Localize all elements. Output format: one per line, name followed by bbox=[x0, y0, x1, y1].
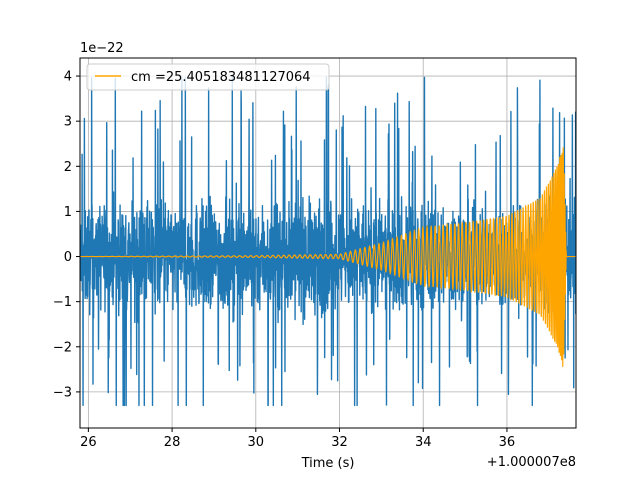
y-tick-label: 0 bbox=[64, 250, 72, 265]
x-tick-label: 32 bbox=[331, 435, 348, 450]
series-chirp-line bbox=[80, 147, 576, 367]
y-tick-label: −3 bbox=[53, 385, 72, 400]
y-tick-label: −2 bbox=[53, 340, 72, 355]
y-offset-text: 1e−22 bbox=[80, 41, 124, 56]
legend: cm =25.405183481127064 bbox=[86, 63, 330, 91]
x-axis-label: Time (s) bbox=[301, 456, 355, 471]
plot-area bbox=[80, 76, 576, 407]
legend-box bbox=[86, 63, 330, 91]
legend-label-template: cm =25.405183481127064 bbox=[131, 70, 311, 85]
y-tick-label: 4 bbox=[64, 70, 72, 85]
y-tick-label: 3 bbox=[64, 115, 72, 130]
x-tick-label: 34 bbox=[415, 435, 432, 450]
y-axis: −3 −2 −1 0 1 2 3 4 bbox=[53, 70, 80, 400]
x-offset-text: +1.000007e8 bbox=[487, 455, 576, 470]
y-tick-label: 1 bbox=[64, 205, 72, 220]
x-tick-label: 30 bbox=[248, 435, 265, 450]
series-noise-line bbox=[80, 76, 576, 407]
y-tick-label: −1 bbox=[53, 295, 72, 310]
plot-frame bbox=[79, 57, 577, 429]
x-tick-label: 36 bbox=[499, 435, 516, 450]
y-tick-label: 2 bbox=[64, 160, 72, 175]
x-tick-label: 26 bbox=[80, 435, 97, 450]
x-tick-label: 28 bbox=[164, 435, 181, 450]
x-axis: 26 28 30 32 34 36 bbox=[80, 428, 515, 450]
